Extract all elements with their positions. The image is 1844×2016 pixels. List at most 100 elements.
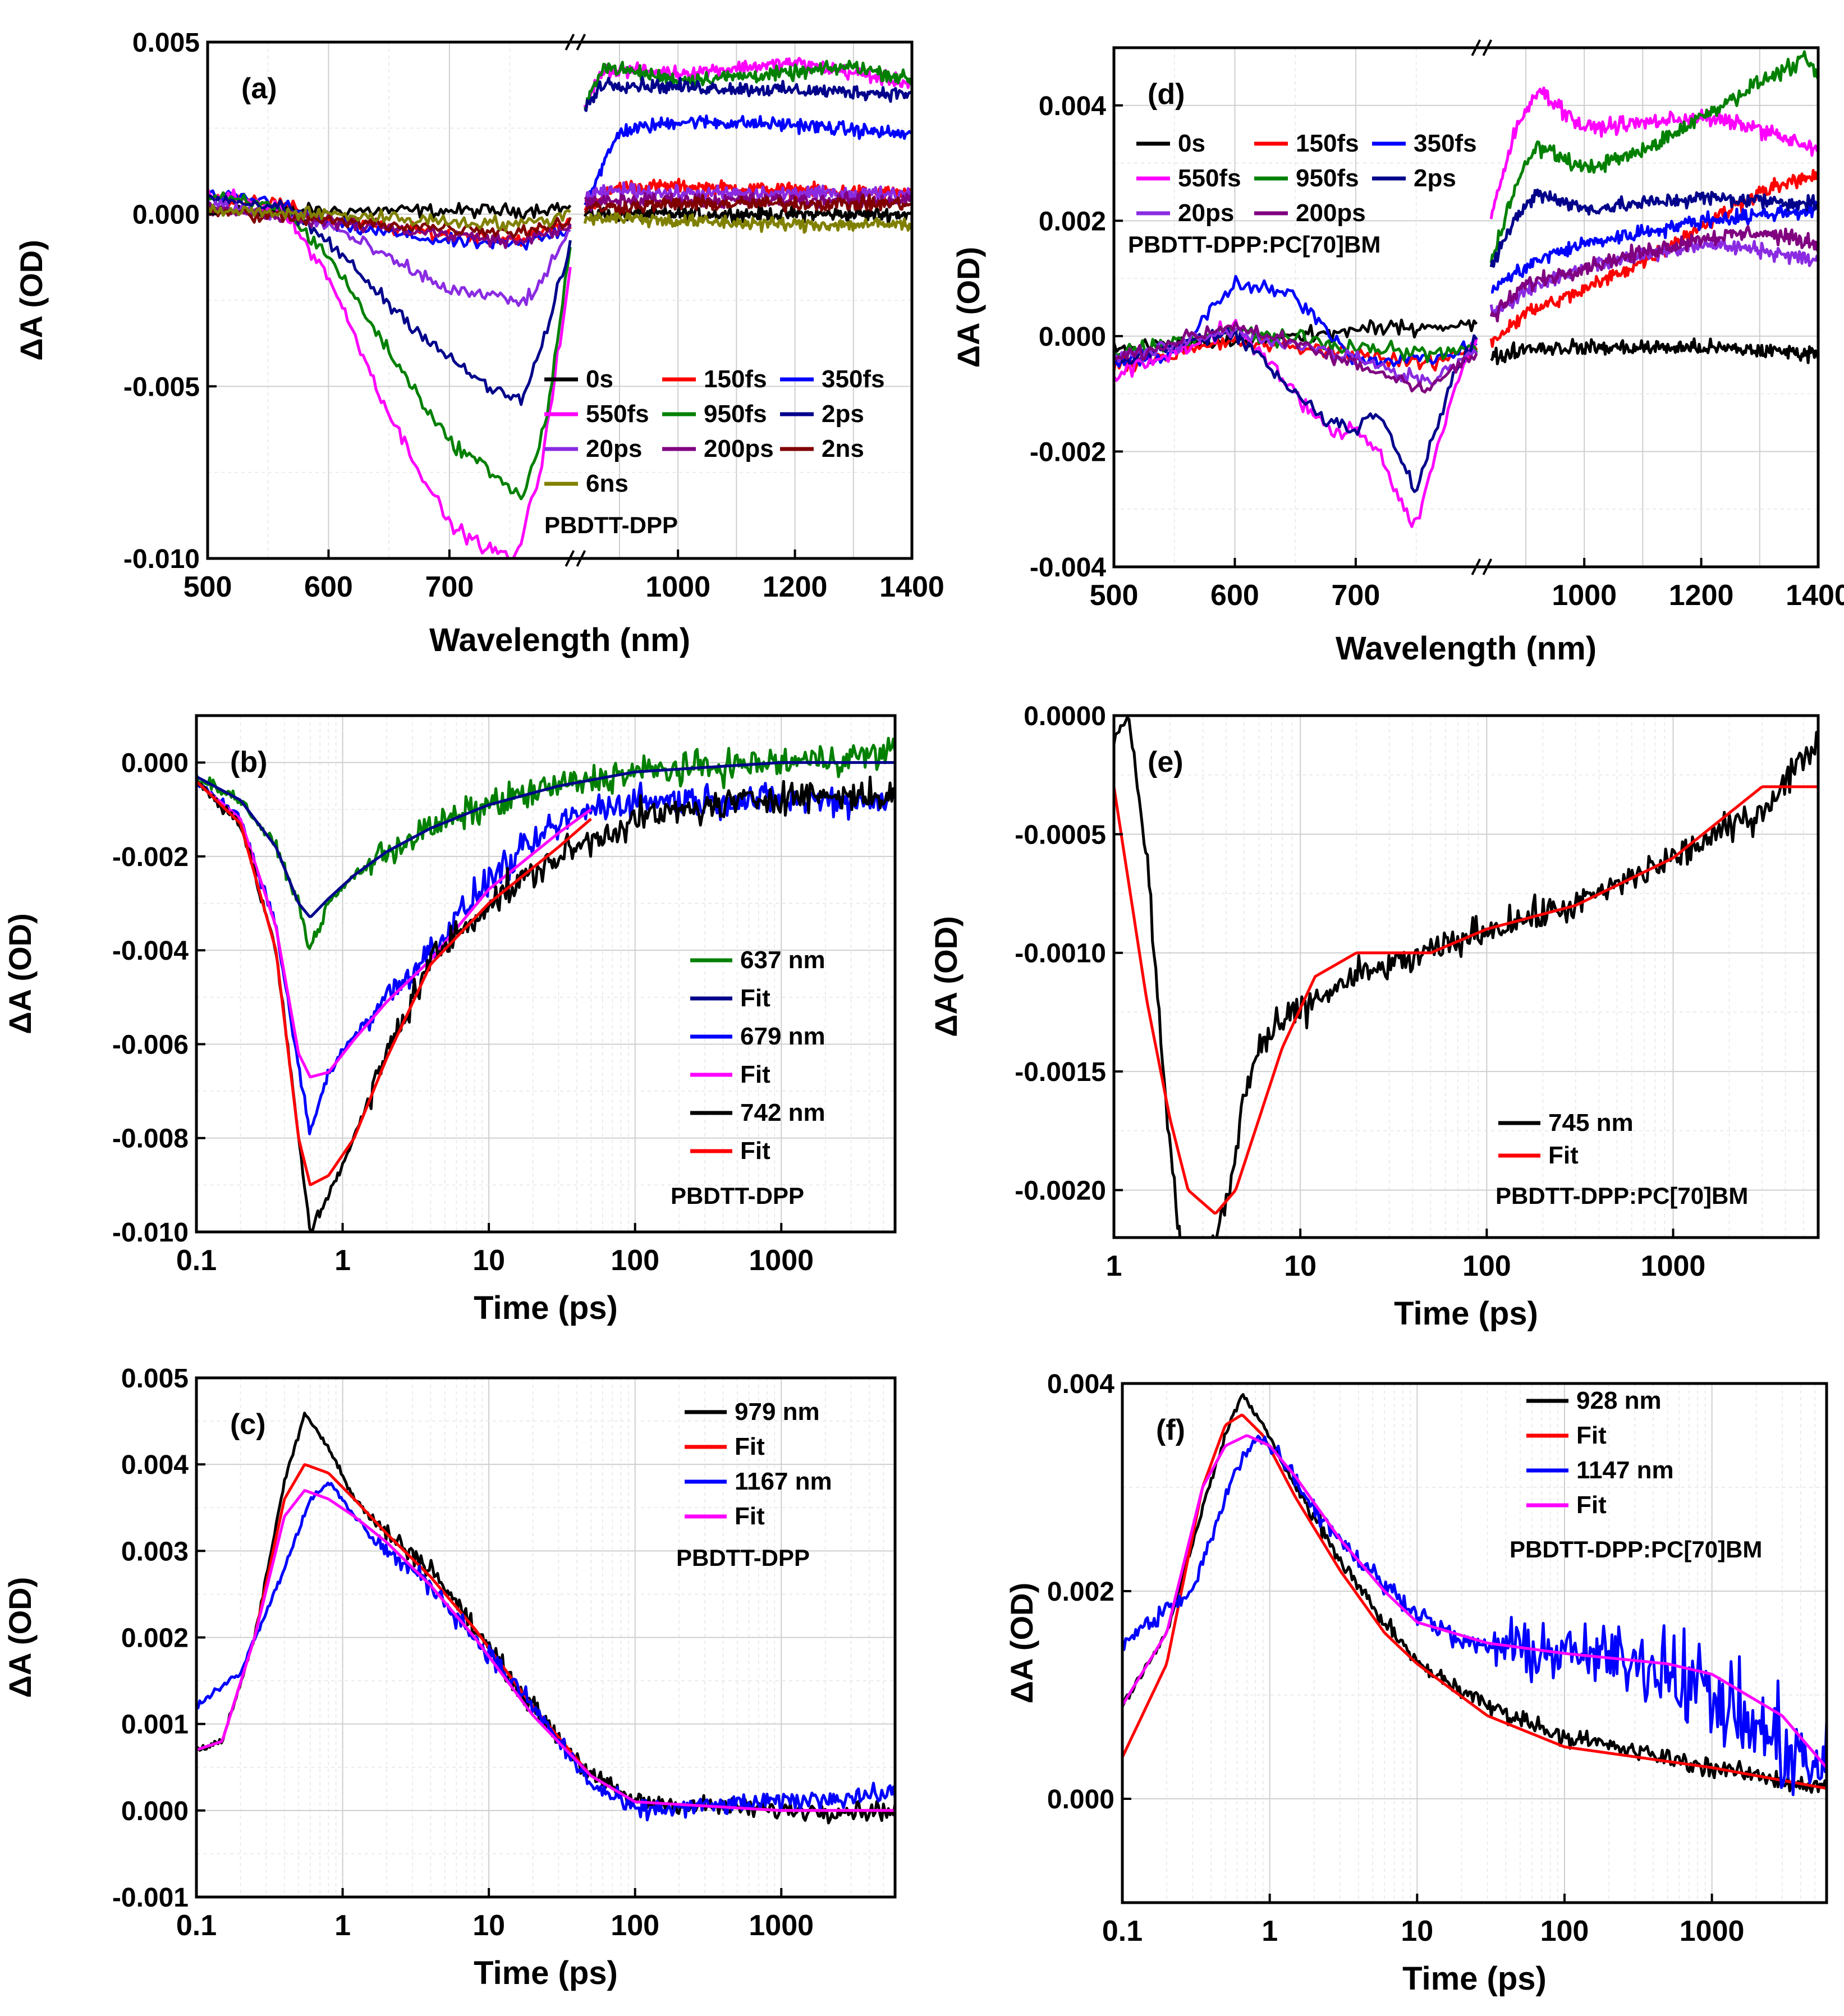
legend-d: 0s 150fs 350fs 550fs 950fs 2ps 20ps 200ps	[1136, 130, 1477, 227]
series-line	[1114, 785, 1818, 1215]
x-tick-label: 1	[334, 1244, 351, 1277]
axis-break-mark	[1482, 39, 1493, 56]
legend-label: 550fs	[1178, 164, 1241, 192]
series-line	[196, 1489, 895, 1812]
panel-label: (a)	[241, 72, 277, 105]
legend-label: 350fs	[1414, 130, 1477, 157]
plot-frame-d	[1112, 46, 1820, 569]
series-line	[1114, 238, 1818, 388]
y-axis-title: ΔA (OD)	[1004, 1583, 1039, 1703]
y-tick-label: 0.000	[1047, 1785, 1114, 1815]
axis-break-mark	[1482, 558, 1493, 575]
series-line	[196, 1412, 895, 1825]
y-tick-label: -0.010	[112, 1218, 189, 1248]
x-tick-label: 10	[473, 1244, 505, 1277]
panel-label: (e)	[1148, 746, 1184, 778]
y-tick-label: 0.004	[1047, 1369, 1114, 1399]
y-tick-label: 0.003	[121, 1537, 189, 1566]
panel-label: (d)	[1148, 78, 1185, 111]
y-tick-label: 0.005	[121, 1364, 189, 1394]
legend-label: 150fs	[704, 365, 767, 393]
series-line	[1114, 188, 1818, 493]
plot-frame-e	[1112, 714, 1820, 1239]
sample-label: PBDTT-DPP:PC[70]BM	[1128, 231, 1380, 258]
series-line	[1114, 716, 1818, 1238]
series-group-d	[1114, 50, 1818, 528]
grid-a	[208, 42, 912, 559]
x-axis-title: Time (ps)	[474, 1955, 618, 1991]
x-tick-label: 1000	[645, 571, 710, 603]
series-group-a	[208, 57, 912, 558]
legend-f: 928 nm Fit 1147 nm Fit	[1526, 1387, 1674, 1519]
axis-break-mark	[576, 550, 586, 567]
x-tick-label: 100	[611, 1244, 659, 1277]
legend-label: 2ns	[822, 435, 864, 462]
legend-label: Fit	[740, 1061, 770, 1088]
sample-label: PBDTT-DPP	[676, 1545, 810, 1571]
plot-frame-a	[206, 40, 914, 560]
x-tick-label: 500	[1090, 579, 1139, 612]
x-axis-title: Wavelength (nm)	[1336, 630, 1597, 667]
series-line	[196, 780, 592, 1186]
series-line	[1114, 50, 1818, 364]
x-tick-label: 1200	[1669, 579, 1734, 612]
series-line	[208, 59, 912, 501]
legend-label: 1147 nm	[1576, 1456, 1674, 1484]
series-line	[1114, 169, 1818, 373]
y-axis-title: ΔA (OD)	[951, 247, 986, 368]
legend-label: 679 nm	[740, 1023, 825, 1050]
legend-label: 1167 nm	[735, 1468, 832, 1495]
series-line	[1122, 1434, 1827, 1769]
y-tick-label: -0.0020	[1015, 1176, 1106, 1206]
series-group-c	[196, 1412, 895, 1825]
y-tick-label: -0.008	[112, 1124, 189, 1154]
plot-frame-f	[1121, 1382, 1828, 1904]
legend-label: 6ns	[586, 470, 629, 497]
y-tick-label: -0.004	[1030, 553, 1106, 583]
x-tick-label: 100	[1462, 1250, 1511, 1282]
x-tick-label: 1000	[1641, 1250, 1706, 1282]
y-tick-label: 0.002	[1047, 1577, 1114, 1607]
y-tick-label: 0.005	[132, 28, 200, 58]
legend-label: 928 nm	[1576, 1387, 1662, 1414]
legend-label: 0s	[586, 365, 613, 393]
axis-break-mark	[565, 34, 575, 51]
x-tick-label: 0.1	[176, 1909, 217, 1942]
x-tick-label: 1200	[763, 571, 828, 603]
y-tick-label: 0.004	[121, 1450, 189, 1480]
plot-frame-b	[195, 714, 897, 1234]
axis-break-mark	[1471, 39, 1481, 56]
x-tick-label: 1400	[879, 571, 944, 603]
axis-break-mark	[1471, 558, 1481, 575]
x-tick-label: 500	[184, 571, 232, 603]
series-group-b	[196, 736, 895, 1232]
legend-label: Fit	[1576, 1422, 1607, 1449]
y-tick-label: 0.000	[121, 749, 189, 778]
legend-label: 2ps	[822, 400, 864, 428]
legend-a: 0s 150fs 350fs 550fs 950fs 2ps 20ps 200ps 2ns 6ns	[544, 365, 885, 497]
y-tick-label: -0.005	[123, 372, 200, 402]
y-tick-label: -0.004	[112, 936, 189, 966]
x-tick-label: 100	[611, 1909, 659, 1942]
legend-label: 200ps	[704, 435, 774, 462]
series-line	[208, 204, 912, 234]
x-tick-label: 1000	[1680, 1915, 1745, 1948]
sample-label: PBDTT-DPP:PC[70]BM	[1496, 1183, 1748, 1209]
y-axis-title: ΔA (OD)	[13, 240, 49, 360]
sample-label: PBDTT-DPP:PC[70]BM	[1510, 1536, 1762, 1563]
x-tick-label: 1000	[749, 1909, 814, 1942]
legend-label: 200ps	[1296, 199, 1366, 227]
x-tick-label: 600	[304, 571, 353, 603]
series-line	[208, 193, 912, 239]
panel-f: 0.004 0.002 0.000 0.1 1 10 100 1000 Time (ps) ΔA …	[1004, 1369, 1828, 1997]
series-group-e	[1114, 716, 1818, 1238]
x-tick-label: 700	[425, 571, 474, 603]
x-tick-label: 10	[1401, 1915, 1433, 1948]
x-tick-label: 0.1	[1102, 1915, 1143, 1948]
y-tick-label: 0.000	[121, 1797, 189, 1826]
panel-c: 0.005 0.004 0.003 0.002 0.001 0.000 -0.0010.1 1…	[2, 1364, 897, 1991]
legend-label: Fit	[1548, 1142, 1579, 1169]
